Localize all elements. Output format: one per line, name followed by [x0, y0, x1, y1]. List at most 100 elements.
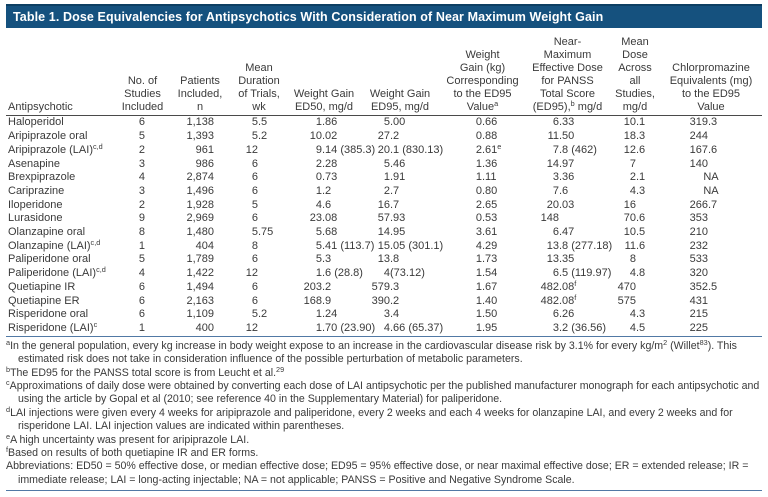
dose-equivalency-table: Antipsychotic No. of Studies Included Patien…	[6, 28, 762, 337]
table-row: Cariprazine 3 1,496 6 1.2 2.7 0.80 7.6 4.3 NA	[6, 185, 762, 199]
cell-studies: 2	[138, 198, 145, 211]
cell-antipsychotic: Olanzapine oral	[8, 226, 86, 239]
cell-ed95: 27.2	[377, 130, 400, 143]
cell-ed95: 13.8	[377, 253, 400, 266]
cell-studies: 4	[138, 267, 145, 280]
footnote-b: bThe ED95 for the PANSS total score is f…	[6, 364, 285, 379]
cell-cpz-equivalents: 266.7	[689, 198, 718, 211]
cell-panss-ed95: 11.50	[547, 130, 575, 143]
abbreviations: Abbreviations: ED50 = 50% effective dose…	[6, 460, 749, 486]
table-row: Risperidone (LAI)c 1 400 12 1.70 (23.90) 4.66…	[6, 321, 762, 337]
cell-panss-ed95: 6.5 (119.97)	[552, 267, 612, 280]
cell-weight-gain-ed95: 1.36	[475, 157, 498, 170]
cell-ed50: 10.02	[309, 130, 338, 143]
cell-mean-dose: 12.6	[623, 143, 646, 156]
cell-weight-gain-ed95: 2.61e	[475, 141, 502, 156]
cell-cpz-equivalents: 533	[689, 253, 708, 266]
cell-panss-ed95: 7.8 (462)	[552, 143, 597, 156]
cell-duration: 5	[251, 198, 258, 211]
cell-weight-gain-ed95: 1.95	[440, 321, 525, 337]
table-row: Olanzapine (LAI)c,d 1 404 8 5.41 (113.7) 15.0…	[6, 237, 762, 254]
cell-antipsychotic: Haloperidol	[8, 116, 64, 129]
cell-ed95: 15.05 (301.1)	[377, 239, 444, 252]
table-row: Paliperidone (LAI)c,d 4 1,422 12 1.6 (28.8) 4…	[6, 266, 762, 281]
cell-patients: 2,969	[186, 212, 214, 225]
cell-studies: 4	[138, 171, 145, 184]
cell-panss-ed95: 20.03	[546, 198, 575, 211]
table-header: Antipsychotic No. of Studies Included Patien…	[6, 28, 762, 117]
cell-ed50: 0.73	[315, 171, 338, 184]
table-title: Table 1. Dose Equivalencies for Antipsyc…	[13, 10, 604, 24]
cell-antipsychotic: Olanzapine (LAI)c,d	[8, 237, 101, 252]
cell-ed95: 16.7	[377, 198, 400, 211]
table-title-bar: Table 1. Dose Equivalencies for Antipsyc…	[6, 4, 762, 28]
cell-weight-gain-ed95: 3.61	[475, 226, 498, 239]
cell-studies: 1	[115, 321, 170, 337]
cell-mean-dose: 4.5	[610, 321, 660, 337]
cell-studies: 6	[138, 294, 145, 307]
cell-duration: 8	[251, 239, 258, 252]
cell-patients: 1,393	[186, 130, 214, 143]
cell-studies: 5	[138, 253, 145, 266]
cell-antipsychotic: Asenapine	[8, 157, 60, 170]
cell-mean-dose: 470	[617, 280, 636, 293]
column-header-ed50: Weight Gain ED50, mg/d	[288, 28, 360, 117]
cell-patients: 986	[195, 157, 214, 170]
cell-mean-dose: 8	[629, 253, 636, 266]
cell-patients: 2,163	[186, 294, 214, 307]
cell-cpz-equivalents: 210	[689, 226, 708, 239]
cell-panss-ed95: 13.35	[546, 253, 575, 266]
cell-patients: 404	[195, 239, 214, 252]
cell-antipsychotic: Lurasidone	[8, 212, 63, 225]
table-row: Aripiprazole (LAI)c,d 2 961 12 9.14 (385.3) 2…	[6, 141, 762, 158]
cell-cpz-equivalents: 244	[689, 130, 708, 143]
cell-patients: 1,138	[186, 116, 214, 129]
cell-antipsychotic: Iloperidone	[8, 198, 63, 211]
cell-duration: 6	[251, 280, 258, 293]
table-row: Haloperidol 6 1,138 5.5 1.86 5.00 0.66 6.33 10.1…	[6, 116, 762, 130]
cell-panss-ed95: 482.08f	[540, 292, 577, 307]
cell-ed50: 9.14 (385.3)	[315, 143, 376, 156]
cell-weight-gain-ed95: 0.53	[475, 212, 498, 225]
cell-duration: 5.2	[251, 308, 268, 321]
cell-cpz-equivalents: 319.3	[689, 116, 718, 129]
footnotes: aIn the general population, every kg inc…	[6, 339, 762, 492]
cell-panss-ed95: 482.08f	[540, 278, 577, 293]
cell-duration: 6	[251, 253, 258, 266]
cell-weight-gain-ed95: 0.80	[475, 184, 498, 197]
footnote-e: eA high uncertainty was present for arip…	[6, 431, 250, 446]
cell-mean-dose: 4.3	[629, 184, 646, 197]
cell-ed95: 1.91	[383, 171, 406, 184]
cell-cpz-equivalents: 352.5	[689, 280, 718, 293]
cell-cpz-equivalents: 431	[689, 294, 708, 307]
cell-studies: 8	[138, 226, 145, 239]
cell-antipsychotic: Aripiprazole oral	[8, 130, 88, 143]
cell-studies: 5	[138, 130, 145, 143]
column-header-mean-dose: Mean Dose Across all Studies, mg/d	[610, 28, 660, 117]
column-header-panss-ed95: Near- Maximum Effective Dose for PANSS Total…	[525, 28, 610, 117]
cell-weight-gain-ed95: 1.73	[475, 253, 498, 266]
footnote-f: fBased on results of both quetiapine IR …	[6, 444, 259, 459]
cell-studies: 2	[138, 143, 145, 156]
column-header-studies: No. of Studies Included	[115, 28, 170, 117]
header-row: Antipsychotic No. of Studies Included Patien…	[6, 28, 762, 117]
table-row: Quetiapine ER 6 2,163 6 168.9 390.2 1.40 482.08…	[6, 292, 762, 309]
cell-weight-gain-ed95: 1.54	[475, 267, 498, 280]
cell-ed95: 579.3	[371, 280, 400, 293]
cell-duration: 12	[245, 143, 258, 156]
cell-ed95: 4.66 (65.37)	[360, 321, 443, 337]
cell-cpz-equivalents: 232	[689, 239, 708, 252]
cell-weight-gain-ed95: 1.67	[475, 280, 498, 293]
cell-patients: 1,480	[186, 226, 214, 239]
cell-ed50: 1.6 (28.8)	[315, 267, 363, 280]
cell-mean-dose: 575	[617, 294, 636, 307]
cell-panss-ed95: 148	[540, 212, 559, 225]
cell-cpz-equivalents: 215	[689, 308, 708, 321]
cell-ed50: 168.9	[303, 294, 332, 307]
cell-patients: 1,928	[186, 198, 214, 211]
cell-ed50: 2.28	[315, 157, 338, 170]
cell-mean-dose: 4.3	[629, 308, 646, 321]
cell-patients: 1,494	[186, 280, 214, 293]
cell-studies: 3	[138, 157, 145, 170]
